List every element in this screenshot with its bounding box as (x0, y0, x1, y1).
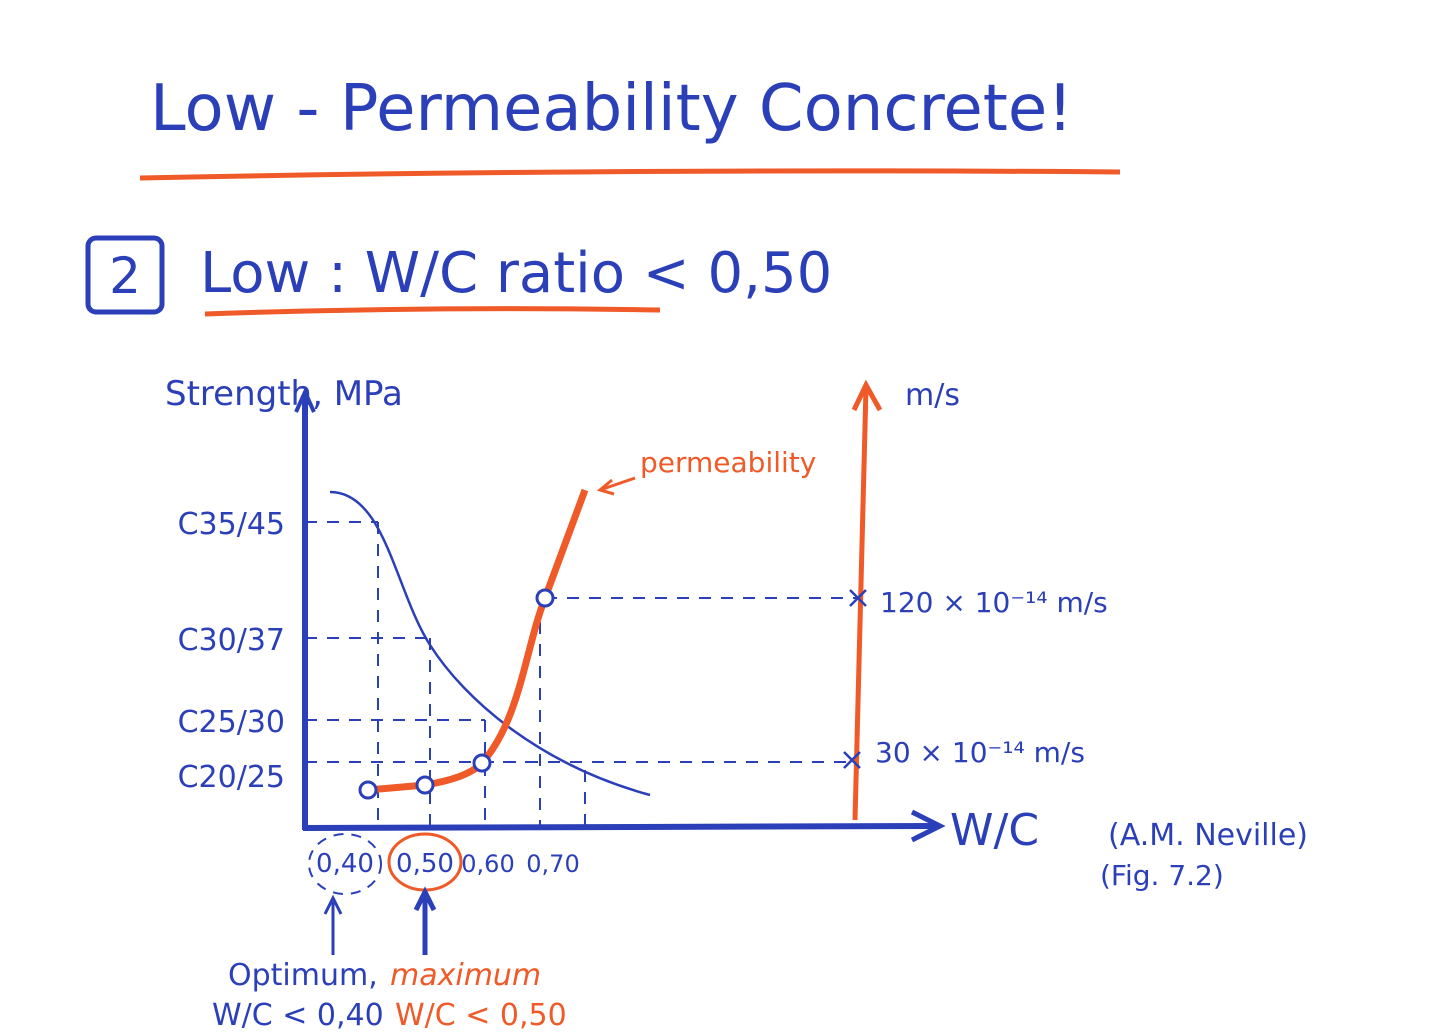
strength-class: C35/45 (178, 507, 285, 542)
x-axis-label: W/C (950, 805, 1039, 856)
permeability-guides (482, 597, 858, 763)
y-axis-label: Strength, MPa (165, 374, 403, 414)
title-underline (139, 168, 1121, 181)
strength-class: C20/25 (178, 760, 285, 795)
y2-axis-label: m/s (905, 378, 960, 413)
x-axis (302, 823, 936, 831)
right-axis-arrow (851, 379, 883, 412)
right-axis (852, 387, 869, 821)
curve-points (358, 588, 555, 800)
heading-underline (204, 306, 661, 317)
maximum-limit: W/C < 0,50 (395, 998, 567, 1033)
y-axis-arrow (294, 387, 316, 413)
axis-crosses (843, 589, 867, 769)
heading-text: Low : W/C ratio < 0,50 (200, 241, 832, 306)
permeability-label: permeability (640, 446, 816, 479)
maximum-arrow (413, 886, 437, 955)
wc-ratio: 0,50 (396, 849, 454, 879)
point (472, 753, 492, 773)
strength-class: C25/30 (178, 705, 285, 740)
heading-number: 2 (109, 247, 141, 305)
number-box (85, 235, 165, 315)
wc-ratio: 0,40 (316, 849, 374, 879)
point (358, 780, 378, 800)
optimum-note: Optimum, (228, 958, 378, 993)
wc-ratio: 0,60 (461, 850, 514, 878)
x-axis-arrow (910, 809, 946, 843)
strength-curve (329, 490, 651, 797)
source-author: (A.M. Neville) (1108, 818, 1308, 853)
strength-class: C30/37 (178, 623, 285, 658)
permeability-pointer (596, 476, 636, 496)
optimum-limit: W/C < 0,40 (212, 998, 384, 1033)
title: Low - Permeability Concrete! (150, 72, 1073, 146)
maximum-note: maximum (390, 958, 541, 993)
permeability-value: 30 × 10⁻¹⁴ m/s (875, 736, 1085, 769)
optimum-ring (308, 833, 382, 895)
point (415, 775, 435, 795)
permeability-curve (367, 488, 589, 794)
permeability-value: 120 × 10⁻¹⁴ m/s (880, 586, 1108, 619)
optimum-arrow (323, 894, 343, 955)
point (535, 588, 555, 608)
source-figure: (Fig. 7.2) (1100, 859, 1224, 892)
wc-ratio: 0,70 (526, 850, 579, 878)
ratio-guides (377, 522, 586, 828)
